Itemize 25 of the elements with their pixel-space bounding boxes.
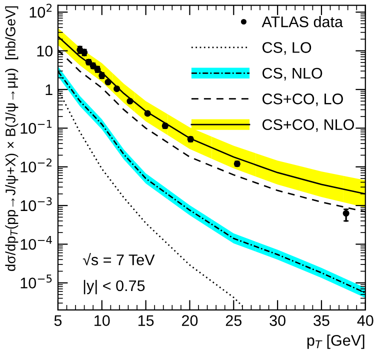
x-tick-label: 15 (138, 315, 154, 326)
annotation: √s = 7 TeV (82, 253, 155, 266)
annotation: |y| < 0.75 (84, 280, 145, 294)
x-tick-label: 40 (357, 315, 374, 326)
x-tick-label: 35 (314, 315, 330, 326)
y-axis-title: dσ/dp$_{T}$(pp→J/ψ+X) × B(J/ψ→μμ) [nb/GeV] (5, 6, 18, 271)
x-axis-title: p$_{T}$ [GeV] (307, 334, 364, 349)
y-tick-label: 10$^{−1}$ (20, 120, 52, 134)
y-tick-label: 10$^{−5}$ (20, 274, 52, 288)
legend-label: CS+CO, LO (262, 94, 343, 106)
y-tick-label: 10$^{−3}$ (20, 197, 52, 212)
y-tick-label: 10$^{−2}$ (20, 158, 52, 172)
legend-label: CS, LO (262, 42, 312, 55)
legend-label: CS+CO, NLO (262, 119, 354, 132)
x-tick-label: 10 (94, 315, 110, 326)
y-tick-label: 10 (37, 46, 53, 56)
x-tick-label: 25 (226, 315, 242, 326)
x-tick-label: 30 (270, 315, 286, 326)
legend-label: ATLAS data (262, 16, 343, 28)
x-tick-label: 5 (54, 315, 62, 326)
x-tick-label: 20 (182, 315, 198, 326)
y-tick-label: 1 (46, 84, 52, 96)
y-tick-label: 10$^{−4}$ (20, 236, 52, 250)
legend-label: CS, NLO (262, 68, 322, 80)
y-tick-label: 10$^{2}$ (30, 4, 52, 18)
